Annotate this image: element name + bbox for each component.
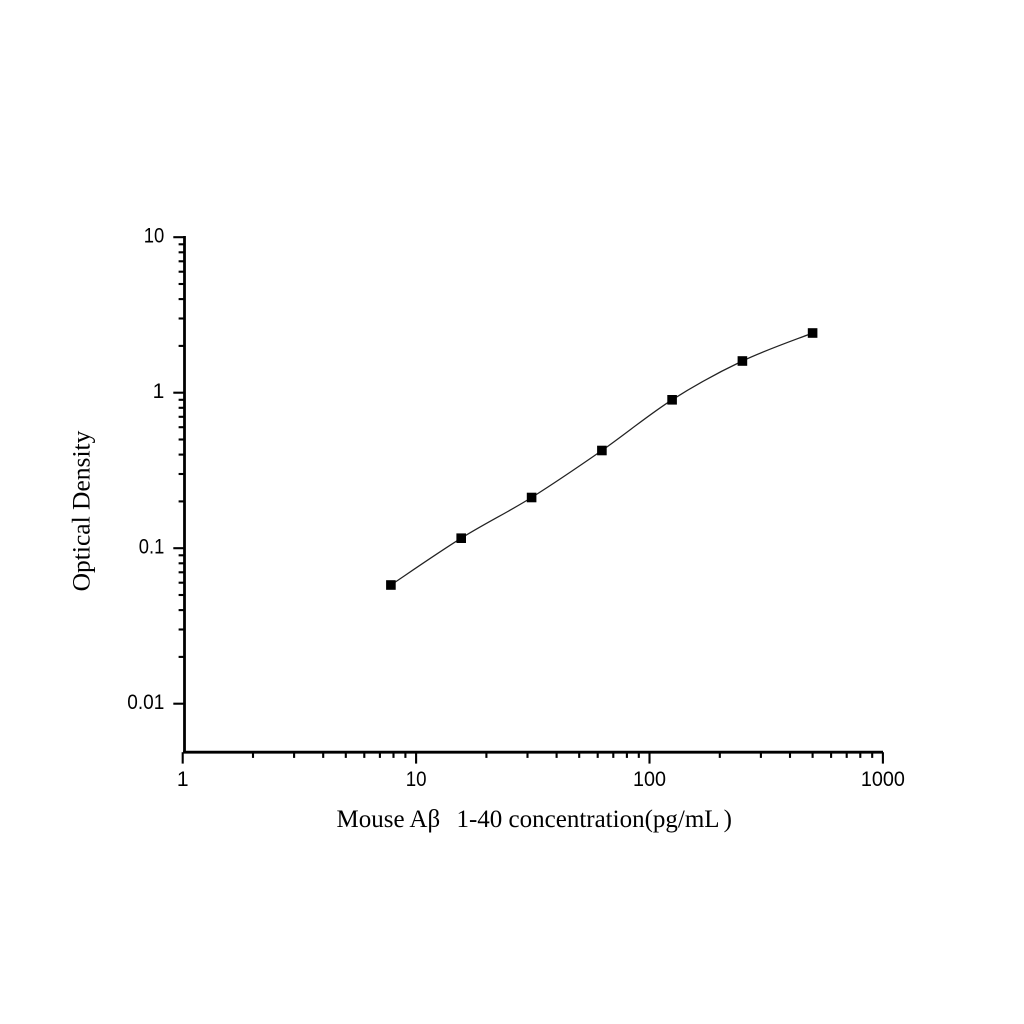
svg-text:0.01: 0.01 — [127, 691, 164, 714]
svg-text:100: 100 — [633, 768, 666, 791]
svg-text:1: 1 — [153, 380, 165, 403]
svg-text:Mouse Aβ 1-40 concentration(pg: Mouse Aβ 1-40 concentration(pg/mL) — [337, 806, 732, 833]
svg-text:1: 1 — [177, 768, 189, 791]
svg-text:10: 10 — [406, 768, 427, 791]
svg-text:Optical Density: Optical Density — [67, 430, 96, 591]
svg-text:10: 10 — [144, 225, 165, 248]
svg-text:0.1: 0.1 — [139, 536, 165, 559]
svg-text:1000: 1000 — [861, 768, 905, 791]
